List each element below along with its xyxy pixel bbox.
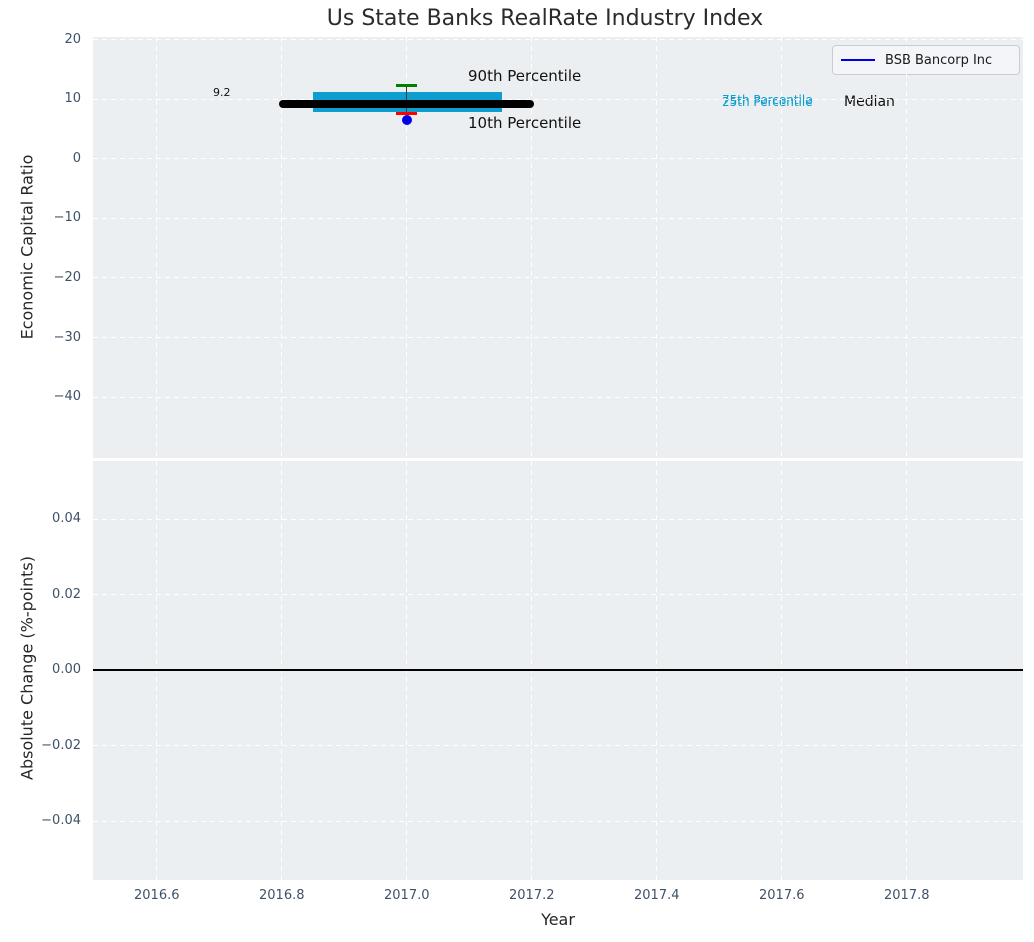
x-tick-label: 2016.6 <box>134 888 180 903</box>
gridline-horizontal <box>93 337 1023 338</box>
y-tick-label: −40 <box>53 389 81 404</box>
top-plot-area <box>93 37 1023 458</box>
gridline-vertical <box>656 37 658 458</box>
gridline-horizontal <box>93 217 1023 219</box>
gridline-horizontal <box>93 594 1023 596</box>
legend: BSB Bancorp Inc <box>832 45 1020 75</box>
gridline-horizontal <box>93 745 1023 747</box>
median-annotation: Median <box>844 94 895 110</box>
y-tick-label: 20 <box>64 31 81 47</box>
gridline-horizontal <box>93 820 1023 822</box>
y-tick-label: −0.04 <box>41 813 81 829</box>
y-tick-label: 10 <box>64 91 81 107</box>
p90-percentile-annotation: 90th Percentile <box>468 67 582 85</box>
y-tick-label: −30 <box>53 329 81 345</box>
industry-median-line <box>279 100 535 109</box>
x-tick-label: 2017.0 <box>384 888 430 903</box>
x-tick-label: 2017.8 <box>884 888 930 903</box>
zero-reference-line <box>93 669 1023 672</box>
gridline-vertical <box>281 37 283 458</box>
gridline-vertical <box>781 37 783 458</box>
x-tick-label: 2017.6 <box>759 888 805 903</box>
p25-percentile-annotation: 25th Percentile <box>722 95 813 109</box>
y-tick-label: −0.02 <box>41 737 81 753</box>
p10-cap <box>396 111 418 115</box>
gridline-vertical <box>406 37 408 458</box>
gridline-horizontal <box>93 518 1023 520</box>
p75-percentile-annotation: 75th Percentile <box>722 93 813 107</box>
x-axis-label: Year <box>541 910 575 929</box>
gridline-horizontal <box>93 98 1023 100</box>
y-tick-label: 0.04 <box>52 511 81 527</box>
x-tick-label: 2017.2 <box>509 888 555 903</box>
y-tick-label: −10 <box>53 210 81 226</box>
legend-label: BSB Bancorp Inc <box>885 52 993 68</box>
y-tick-label: 0 <box>72 150 81 166</box>
gridline-horizontal <box>93 277 1023 279</box>
gridline-vertical <box>156 37 158 458</box>
p90-cap <box>396 83 418 87</box>
gridline-vertical <box>531 37 533 458</box>
company-data-point <box>401 115 412 126</box>
gridline-vertical <box>906 37 908 458</box>
legend-line-swatch <box>841 59 875 61</box>
y-tick-label: −20 <box>53 269 81 285</box>
gridline-horizontal <box>93 158 1023 160</box>
y-tick-label: 0.02 <box>52 586 81 602</box>
median-value-annotation: 9.2 <box>213 86 231 99</box>
x-tick-label: 2017.4 <box>634 888 680 903</box>
gridline-horizontal <box>93 396 1023 398</box>
p10-percentile-annotation: 10th Percentile <box>468 114 582 132</box>
top-y-axis-label: Economic Capital Ratio <box>17 154 37 340</box>
chart-title: Us State Banks RealRate Industry Index <box>326 6 764 31</box>
x-tick-label: 2016.8 <box>259 888 305 903</box>
y-tick-label: 0.00 <box>52 662 81 678</box>
whisker-line <box>406 85 408 114</box>
gridline-horizontal <box>93 39 1023 41</box>
